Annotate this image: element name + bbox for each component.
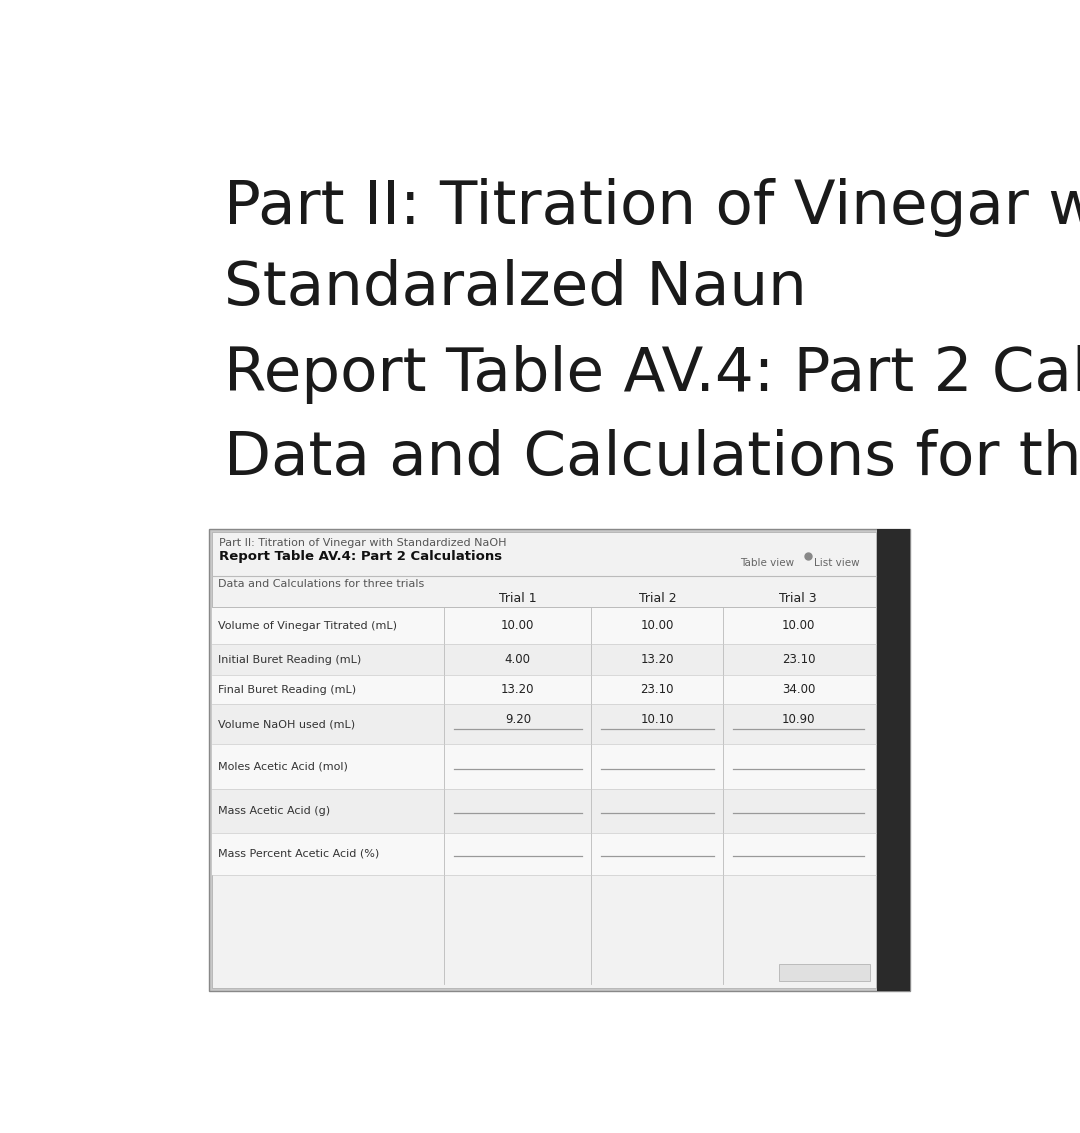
Text: 10.00: 10.00 [501, 619, 535, 632]
Text: 10.10: 10.10 [640, 714, 674, 726]
Text: 9.20: 9.20 [504, 714, 531, 726]
Bar [212, 675, 876, 705]
Text: 10.00: 10.00 [782, 619, 815, 632]
Bar [212, 789, 876, 833]
Text: Mass Percent Acetic Acid (%): Mass Percent Acetic Acid (%) [218, 849, 379, 859]
Bar [212, 744, 876, 789]
Text: 34.00: 34.00 [782, 683, 815, 696]
Bar [877, 529, 910, 990]
Text: 23.10: 23.10 [782, 653, 815, 666]
Text: Final Buret Reading (mL): Final Buret Reading (mL) [218, 684, 356, 695]
Text: Mass Acetic Acid (g): Mass Acetic Acid (g) [218, 806, 330, 816]
Bar [212, 705, 876, 744]
Bar [212, 607, 876, 645]
Text: Table view: Table view [740, 557, 795, 568]
Text: 13.20: 13.20 [501, 683, 535, 696]
Text: Trial 1: Trial 1 [499, 591, 537, 605]
Text: Initial Buret Reading (mL): Initial Buret Reading (mL) [218, 655, 361, 665]
Text: Trial 2: Trial 2 [638, 591, 676, 605]
Text: 23.10: 23.10 [640, 683, 674, 696]
Text: 10.90: 10.90 [782, 714, 815, 726]
Text: Report Table AV.4: Part 2 Calculations: Report Table AV.4: Part 2 Calculations [219, 551, 502, 563]
Text: Part II: Titration of Vinegar with Standardized NaOH: Part II: Titration of Vinegar with Stand… [219, 538, 507, 548]
Text: Volume NaOH used (mL): Volume NaOH used (mL) [218, 719, 355, 730]
Text: Trial 3: Trial 3 [779, 591, 816, 605]
Text: 4.00: 4.00 [504, 653, 531, 666]
Text: List view: List view [814, 557, 860, 568]
Text: Standaralzed Naun: Standaralzed Naun [225, 259, 807, 318]
Bar [212, 833, 876, 875]
Text: Volume of Vinegar Titrated (mL): Volume of Vinegar Titrated (mL) [218, 621, 397, 631]
Bar [212, 531, 876, 988]
Bar [208, 529, 910, 990]
Text: Data and Calculations for three trials: Data and Calculations for three trials [218, 579, 424, 589]
Bar [779, 964, 870, 981]
Text: Part II: Titration of Vinegar with: Part II: Titration of Vinegar with [225, 178, 1080, 237]
Bar [212, 645, 876, 675]
Text: Report Table AV.4: Part 2 Calculations: Report Table AV.4: Part 2 Calculations [225, 346, 1080, 404]
Text: 13.20: 13.20 [640, 653, 674, 666]
Text: 10.00: 10.00 [640, 619, 674, 632]
Text: Moles Acetic Acid (mol): Moles Acetic Acid (mol) [218, 761, 348, 772]
Text: Data and Calculations for three trials: Data and Calculations for three trials [225, 428, 1080, 487]
